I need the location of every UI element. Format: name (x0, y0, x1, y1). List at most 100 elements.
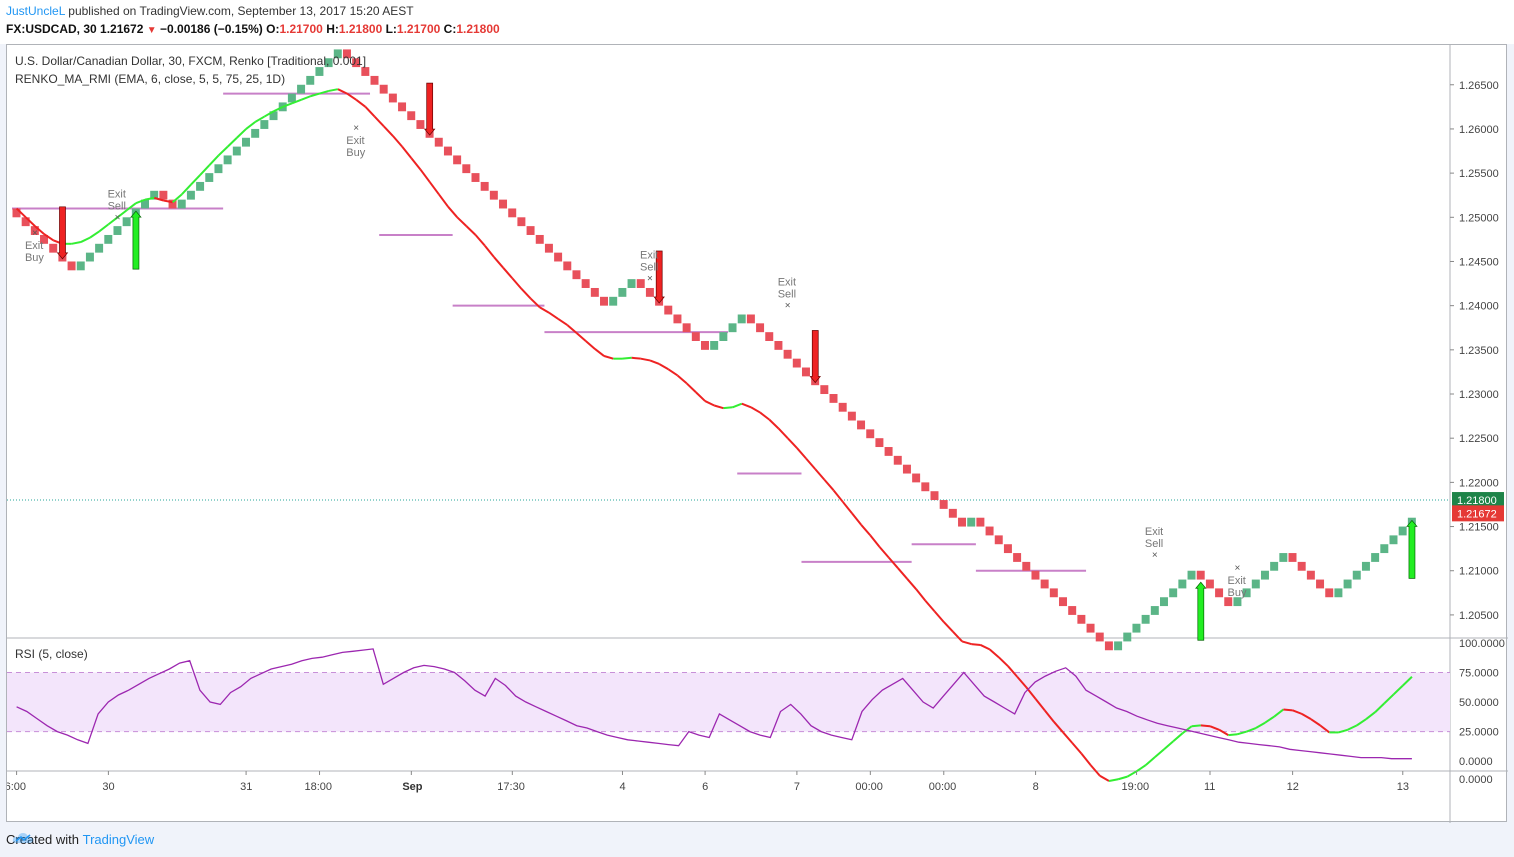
renko-brick-down (783, 349, 792, 359)
renko-brick-down (159, 190, 168, 200)
ema-segment (1218, 728, 1229, 736)
ema-segment (1228, 733, 1238, 737)
time-tick-label: 17:30 (497, 781, 525, 793)
ema-segment (190, 174, 201, 186)
renko-brick-up (1279, 553, 1288, 562)
ema-segment (557, 318, 568, 326)
renko-brick-up (728, 323, 737, 333)
ema-segment (25, 216, 36, 227)
ema-segment (493, 256, 504, 269)
ema-segment (300, 95, 311, 101)
renko-brick-up (1242, 588, 1251, 598)
renko-brick-down (499, 199, 508, 209)
ema-segment (741, 402, 752, 409)
time-tick-label: 18:00 (305, 781, 333, 793)
chart-area[interactable]: 1.26500 1.26000 1.25500 1.25000 1.24500 1.240… (6, 44, 1508, 823)
ema-segment (89, 230, 100, 239)
renko-brick-down (370, 75, 379, 85)
ema-segment (1191, 724, 1201, 728)
ema-segment (658, 363, 669, 371)
ema-segment (34, 225, 45, 235)
ema-segment (585, 340, 596, 350)
sell-arrow (809, 330, 821, 384)
renko-brick-down (434, 137, 443, 147)
renko-brick-up (104, 234, 113, 244)
ema-segment (805, 457, 817, 470)
renko-brick-down (544, 243, 553, 253)
tradingview-link[interactable]: TradingView (82, 832, 155, 847)
renko-brick-up (1169, 588, 1178, 598)
ema-segment (961, 640, 972, 646)
renko-brick-down (590, 287, 599, 297)
down-triangle-icon: ▼ (146, 25, 157, 36)
close-price-badge (1452, 492, 1504, 509)
renko-brick-down (1059, 597, 1067, 607)
renko-brick-down (994, 535, 1003, 545)
ema-segment (483, 244, 495, 258)
renko-brick-up (95, 243, 104, 253)
ema-segment (1319, 724, 1330, 734)
ema-segment (732, 402, 743, 409)
ema-segment (713, 404, 724, 410)
renko-brick-down (1224, 597, 1233, 607)
ema-segment (529, 297, 541, 309)
time-tick-label: 8 (1033, 781, 1039, 793)
ema-segment (401, 145, 413, 159)
renko-brick-down (67, 261, 76, 271)
close-price-badge-text: 1.21800 (1457, 495, 1497, 507)
renko-brick-down (746, 314, 755, 324)
renko-brick-down (912, 473, 921, 483)
renko-brick-up (627, 279, 636, 288)
renko-brick-down (930, 491, 939, 501)
time-tick-label: 6 (702, 781, 708, 793)
renko-brick-down (921, 482, 930, 492)
ema-segment (878, 546, 890, 559)
ema-segment (199, 164, 211, 176)
exit-label: Exit (640, 249, 658, 261)
ema-segment (456, 216, 468, 227)
high-label: H: (326, 22, 339, 36)
renko-brick-up (76, 261, 85, 271)
buy-arrow (1195, 581, 1207, 641)
ema-segment (1089, 764, 1101, 777)
ema-segment (1209, 725, 1220, 731)
renko-brick-up (1343, 579, 1352, 589)
renko-brick-up (1132, 623, 1141, 633)
exit-label: Sell (108, 200, 126, 212)
renko-brick-up (186, 190, 195, 200)
ema-segment (337, 88, 348, 95)
ema-segment (915, 588, 927, 602)
ema-segment (622, 356, 632, 360)
ema-segment (1392, 684, 1404, 696)
renko-brick-down (462, 164, 471, 174)
ema-segment (631, 356, 641, 360)
renko-brick-up (122, 217, 131, 227)
ema-segment (1043, 709, 1055, 723)
ema-segment (1071, 742, 1083, 755)
ema-segment (897, 567, 908, 580)
renko-brick-down (342, 49, 351, 59)
ema-segment (887, 556, 899, 569)
ema-segment (851, 512, 862, 526)
renko-brick-down (976, 517, 985, 527)
renko-brick-up (205, 173, 214, 182)
renko-brick-up (1270, 561, 1279, 571)
renko-brick-down (701, 341, 709, 350)
renko-brick-down (673, 314, 682, 324)
chart-svg[interactable]: 1.26500 1.26000 1.25500 1.25000 1.24500 1.240… (7, 45, 1508, 823)
rsi-title: RSI (5, close) (15, 647, 88, 661)
price-tick-label: 1.21000 (1459, 566, 1499, 578)
ema-segment (1356, 718, 1367, 727)
ema-segment (1237, 730, 1247, 736)
author-link[interactable]: JustUncleL (6, 4, 65, 18)
ema-segment (1365, 711, 1376, 720)
renko-brick-up (719, 332, 728, 341)
last-price-badge (1452, 505, 1504, 522)
renko-brick-down (49, 243, 58, 253)
ema-segment (842, 501, 853, 514)
renko-brick-up (1380, 544, 1389, 554)
renko-brick-up (177, 199, 186, 209)
renko-brick-down (884, 447, 893, 456)
price-tick-label: 1.22500 (1459, 433, 1499, 445)
ema-segment (1145, 756, 1156, 766)
